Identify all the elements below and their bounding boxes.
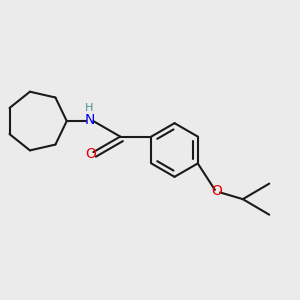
Text: N: N <box>84 113 94 127</box>
Text: H: H <box>85 103 94 113</box>
Text: O: O <box>85 147 96 161</box>
Text: O: O <box>211 184 222 199</box>
